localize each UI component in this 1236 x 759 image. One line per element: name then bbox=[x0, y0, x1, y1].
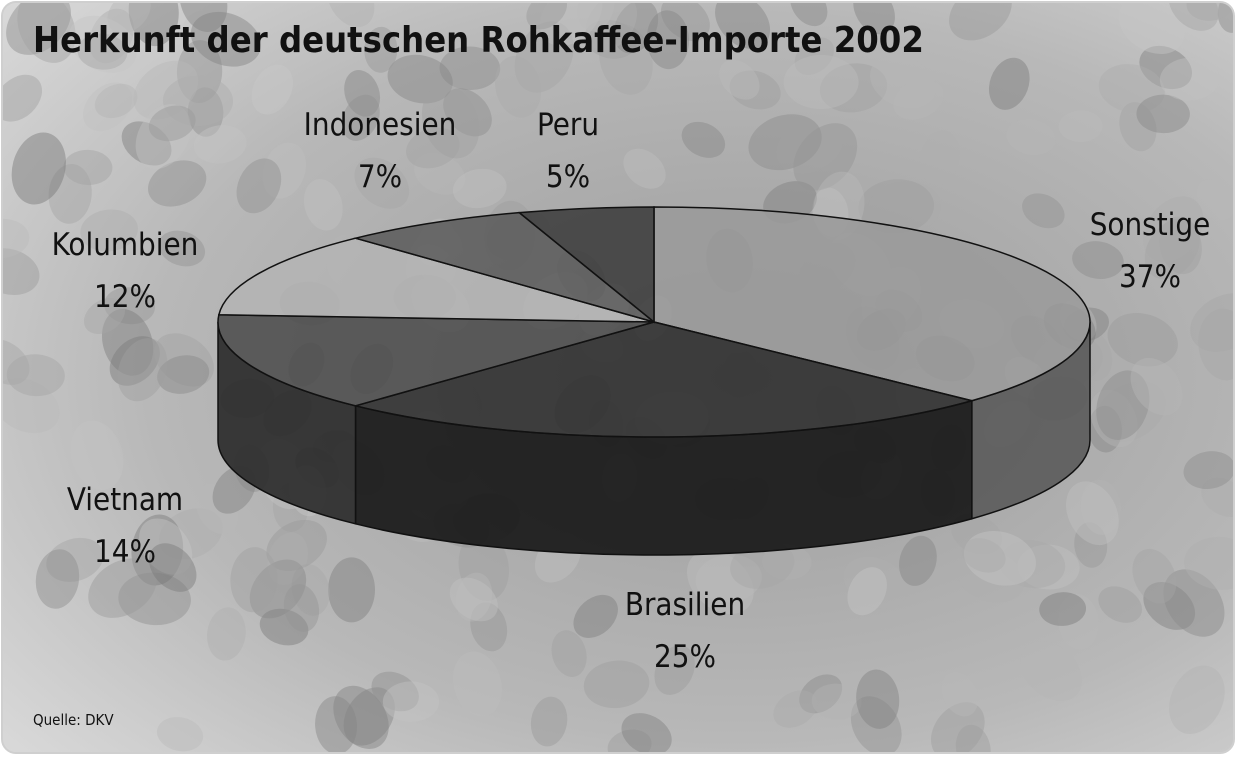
slice-label: Vietnam bbox=[67, 482, 183, 518]
pie bbox=[218, 207, 1090, 555]
slice-value-label: 12% bbox=[94, 279, 156, 315]
bean bbox=[784, 55, 859, 109]
slice-label: Sonstige bbox=[1090, 207, 1211, 243]
slice-label: Peru bbox=[537, 107, 599, 143]
slice-label: Indonesien bbox=[304, 107, 457, 143]
slice-label: Brasilien bbox=[625, 587, 745, 623]
bean bbox=[383, 681, 439, 722]
bean bbox=[328, 557, 375, 622]
slice-label: Kolumbien bbox=[52, 227, 199, 263]
slice-value-label: 7% bbox=[358, 159, 402, 195]
source: Quelle: DKV bbox=[33, 711, 114, 729]
slice-value-label: 14% bbox=[94, 534, 156, 570]
chart-title: Herkunft der deutschen Rohkaffee-Importe… bbox=[33, 20, 924, 61]
chart: Herkunft der deutschen Rohkaffee-Importe… bbox=[0, 0, 1236, 755]
slice-value-label: 25% bbox=[654, 639, 716, 675]
slice-value-label: 37% bbox=[1119, 259, 1181, 295]
slice-value-label: 5% bbox=[546, 159, 590, 195]
